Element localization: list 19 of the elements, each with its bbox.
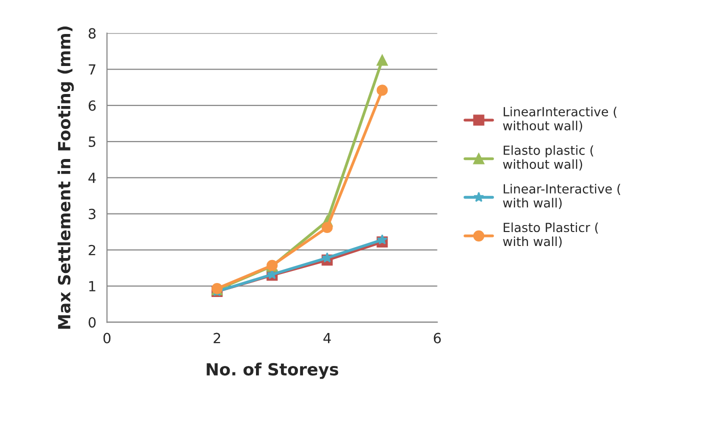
legend-label: Linear-Interactive ( with wall) xyxy=(503,184,620,210)
x-tick-label: 0 xyxy=(103,332,110,344)
x-axis-title: No. of Storeys xyxy=(206,362,338,379)
y-tick-label: 5 xyxy=(88,136,96,147)
x-tick-label: 4 xyxy=(323,332,331,344)
legend-label: LinearInteractive ( without wall) xyxy=(503,106,617,132)
x-tick-label: 2 xyxy=(214,332,220,344)
y-tick-label: 6 xyxy=(88,100,96,111)
y-tick-label: 2 xyxy=(88,244,96,256)
y-tick-label: 0 xyxy=(88,317,96,328)
legend-label: Elasto plastic ( without wall) xyxy=(503,145,594,170)
y-tick-label: 3 xyxy=(88,208,96,220)
x-tick-label: 6 xyxy=(434,332,441,344)
legend-label: Elasto Plasticr ( with wall) xyxy=(503,222,598,248)
y-tick-label: 4 xyxy=(88,172,96,183)
y-tick-label: 8 xyxy=(88,28,96,39)
y-tick-label: 7 xyxy=(88,64,96,75)
y-axis-title: Max Settlement in Footing (mm) xyxy=(58,26,74,329)
y-tick-label: 1 xyxy=(89,281,96,292)
